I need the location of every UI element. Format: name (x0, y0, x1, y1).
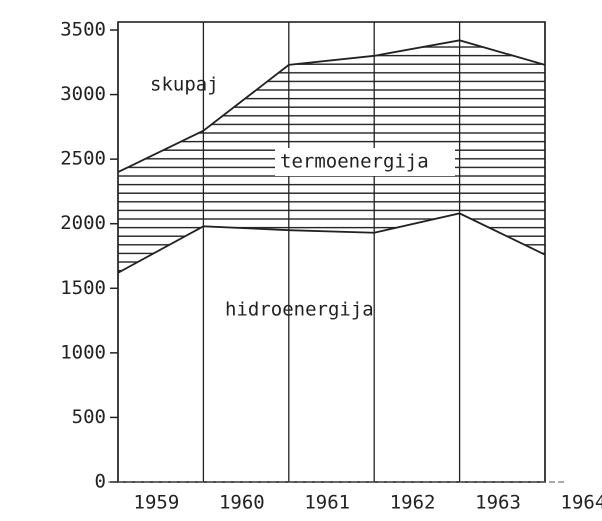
y-tick-label: 1500 (60, 277, 106, 299)
y-tick-label: 1000 (60, 341, 106, 363)
y-tick-label: 2500 (60, 148, 106, 170)
label-bg (275, 148, 455, 176)
area-label: hidroenergija (225, 299, 374, 321)
area (118, 213, 545, 482)
x-tick-label: 1962 (390, 492, 436, 514)
y-tick-label: 500 (72, 406, 106, 428)
area-label: skupaj (150, 74, 219, 96)
x-tick-label: 1964 (561, 492, 602, 514)
x-tick-label: 1963 (475, 492, 521, 514)
area-edge (117, 39, 546, 173)
plot-frame (117, 21, 546, 483)
area-label: termoenergija (280, 151, 429, 173)
y-tick-label: 3000 (60, 83, 106, 105)
x-tick-label: 1960 (219, 492, 265, 514)
y-tick-label: 3500 (60, 19, 106, 41)
y-tick-label: 0 (95, 471, 106, 493)
y-tick-label: 2000 (60, 212, 106, 234)
x-tick-label: 1961 (304, 492, 350, 514)
x-tick-label: 1959 (134, 492, 180, 514)
